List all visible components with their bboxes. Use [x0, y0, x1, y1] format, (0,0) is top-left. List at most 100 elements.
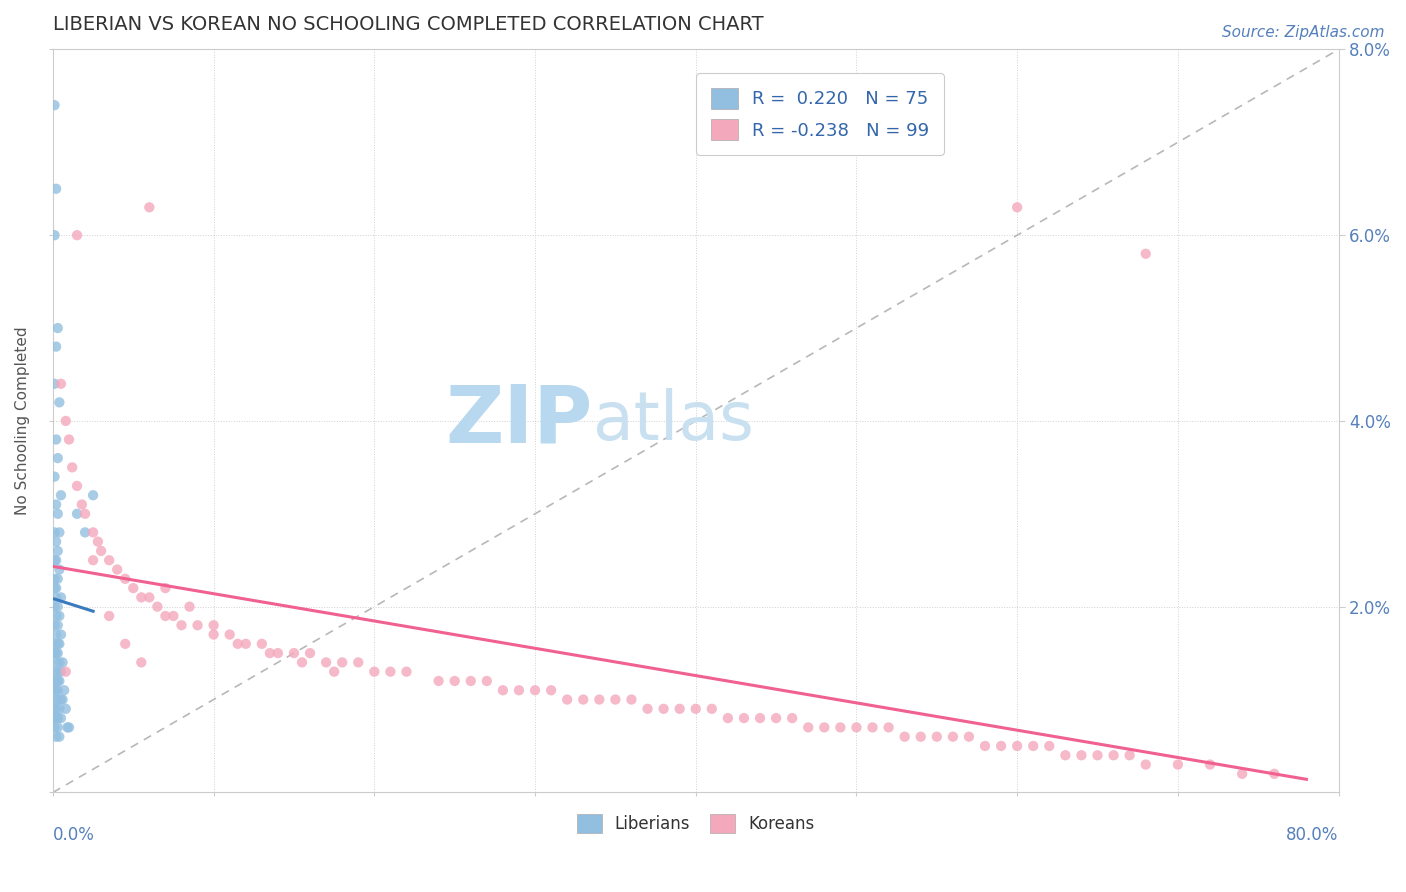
Point — [48, 395, 70, 409]
Point — [1087, 748, 1109, 763]
Point — [48, 730, 70, 744]
Point — [46, 321, 69, 335]
Point — [44, 711, 66, 725]
Point — [700, 702, 723, 716]
Point — [179, 599, 201, 614]
Point — [44, 646, 66, 660]
Point — [46, 507, 69, 521]
Point — [1118, 748, 1140, 763]
Point — [765, 711, 787, 725]
Point — [780, 711, 803, 725]
Point — [51, 656, 73, 670]
Point — [46, 618, 69, 632]
Point — [138, 591, 160, 605]
Point — [443, 673, 465, 688]
Point — [250, 637, 273, 651]
Point — [588, 692, 610, 706]
Point — [44, 572, 66, 586]
Point — [48, 609, 70, 624]
Point — [1199, 757, 1222, 772]
Point — [1230, 767, 1253, 781]
Point — [957, 730, 980, 744]
Text: 0.0%: 0.0% — [53, 826, 94, 844]
Text: atlas: atlas — [593, 388, 754, 454]
Point — [155, 581, 177, 595]
Point — [637, 702, 659, 716]
Point — [49, 627, 72, 641]
Point — [685, 702, 707, 716]
Point — [44, 637, 66, 651]
Point — [45, 581, 67, 595]
Point — [1005, 200, 1028, 214]
Point — [58, 433, 80, 447]
Point — [66, 507, 89, 521]
Text: LIBERIAN VS KOREAN NO SCHOOLING COMPLETED CORRELATION CHART: LIBERIAN VS KOREAN NO SCHOOLING COMPLETE… — [53, 15, 763, 34]
Point — [45, 591, 67, 605]
Point — [395, 665, 418, 679]
Point — [45, 692, 67, 706]
Point — [235, 637, 257, 651]
Point — [267, 646, 290, 660]
Point — [46, 451, 69, 466]
Point — [1135, 246, 1157, 260]
Point — [44, 618, 66, 632]
Point — [45, 534, 67, 549]
Point — [540, 683, 562, 698]
Point — [170, 618, 193, 632]
Point — [555, 692, 578, 706]
Point — [162, 609, 184, 624]
Point — [114, 572, 136, 586]
Point — [49, 376, 72, 391]
Point — [218, 627, 240, 641]
Point — [55, 665, 77, 679]
Point — [146, 599, 169, 614]
Point — [990, 739, 1012, 753]
Point — [830, 720, 852, 734]
Point — [380, 665, 402, 679]
Point — [48, 656, 70, 670]
Point — [87, 534, 110, 549]
Point — [44, 98, 66, 112]
Point — [1263, 767, 1285, 781]
Point — [46, 720, 69, 734]
Point — [49, 692, 72, 706]
Point — [44, 469, 66, 483]
Point — [114, 637, 136, 651]
Point — [813, 720, 835, 734]
Point — [46, 673, 69, 688]
Point — [1102, 748, 1125, 763]
Point — [45, 553, 67, 567]
Point — [508, 683, 530, 698]
Point — [45, 711, 67, 725]
Point — [44, 376, 66, 391]
Point — [122, 581, 145, 595]
Point — [1135, 757, 1157, 772]
Point — [48, 673, 70, 688]
Point — [45, 609, 67, 624]
Point — [1005, 739, 1028, 753]
Point — [749, 711, 772, 725]
Point — [524, 683, 547, 698]
Point — [48, 702, 70, 716]
Point — [942, 730, 965, 744]
Point — [492, 683, 515, 698]
Point — [1038, 739, 1060, 753]
Point — [259, 646, 281, 660]
Point — [49, 591, 72, 605]
Point — [82, 525, 104, 540]
Point — [717, 711, 740, 725]
Point — [131, 656, 153, 670]
Point — [56, 720, 79, 734]
Point — [58, 720, 80, 734]
Point — [733, 711, 755, 725]
Point — [44, 665, 66, 679]
Point — [910, 730, 932, 744]
Point — [291, 656, 314, 670]
Point — [44, 673, 66, 688]
Point — [299, 646, 322, 660]
Point — [45, 498, 67, 512]
Point — [45, 433, 67, 447]
Point — [90, 544, 112, 558]
Point — [70, 498, 93, 512]
Point — [44, 720, 66, 734]
